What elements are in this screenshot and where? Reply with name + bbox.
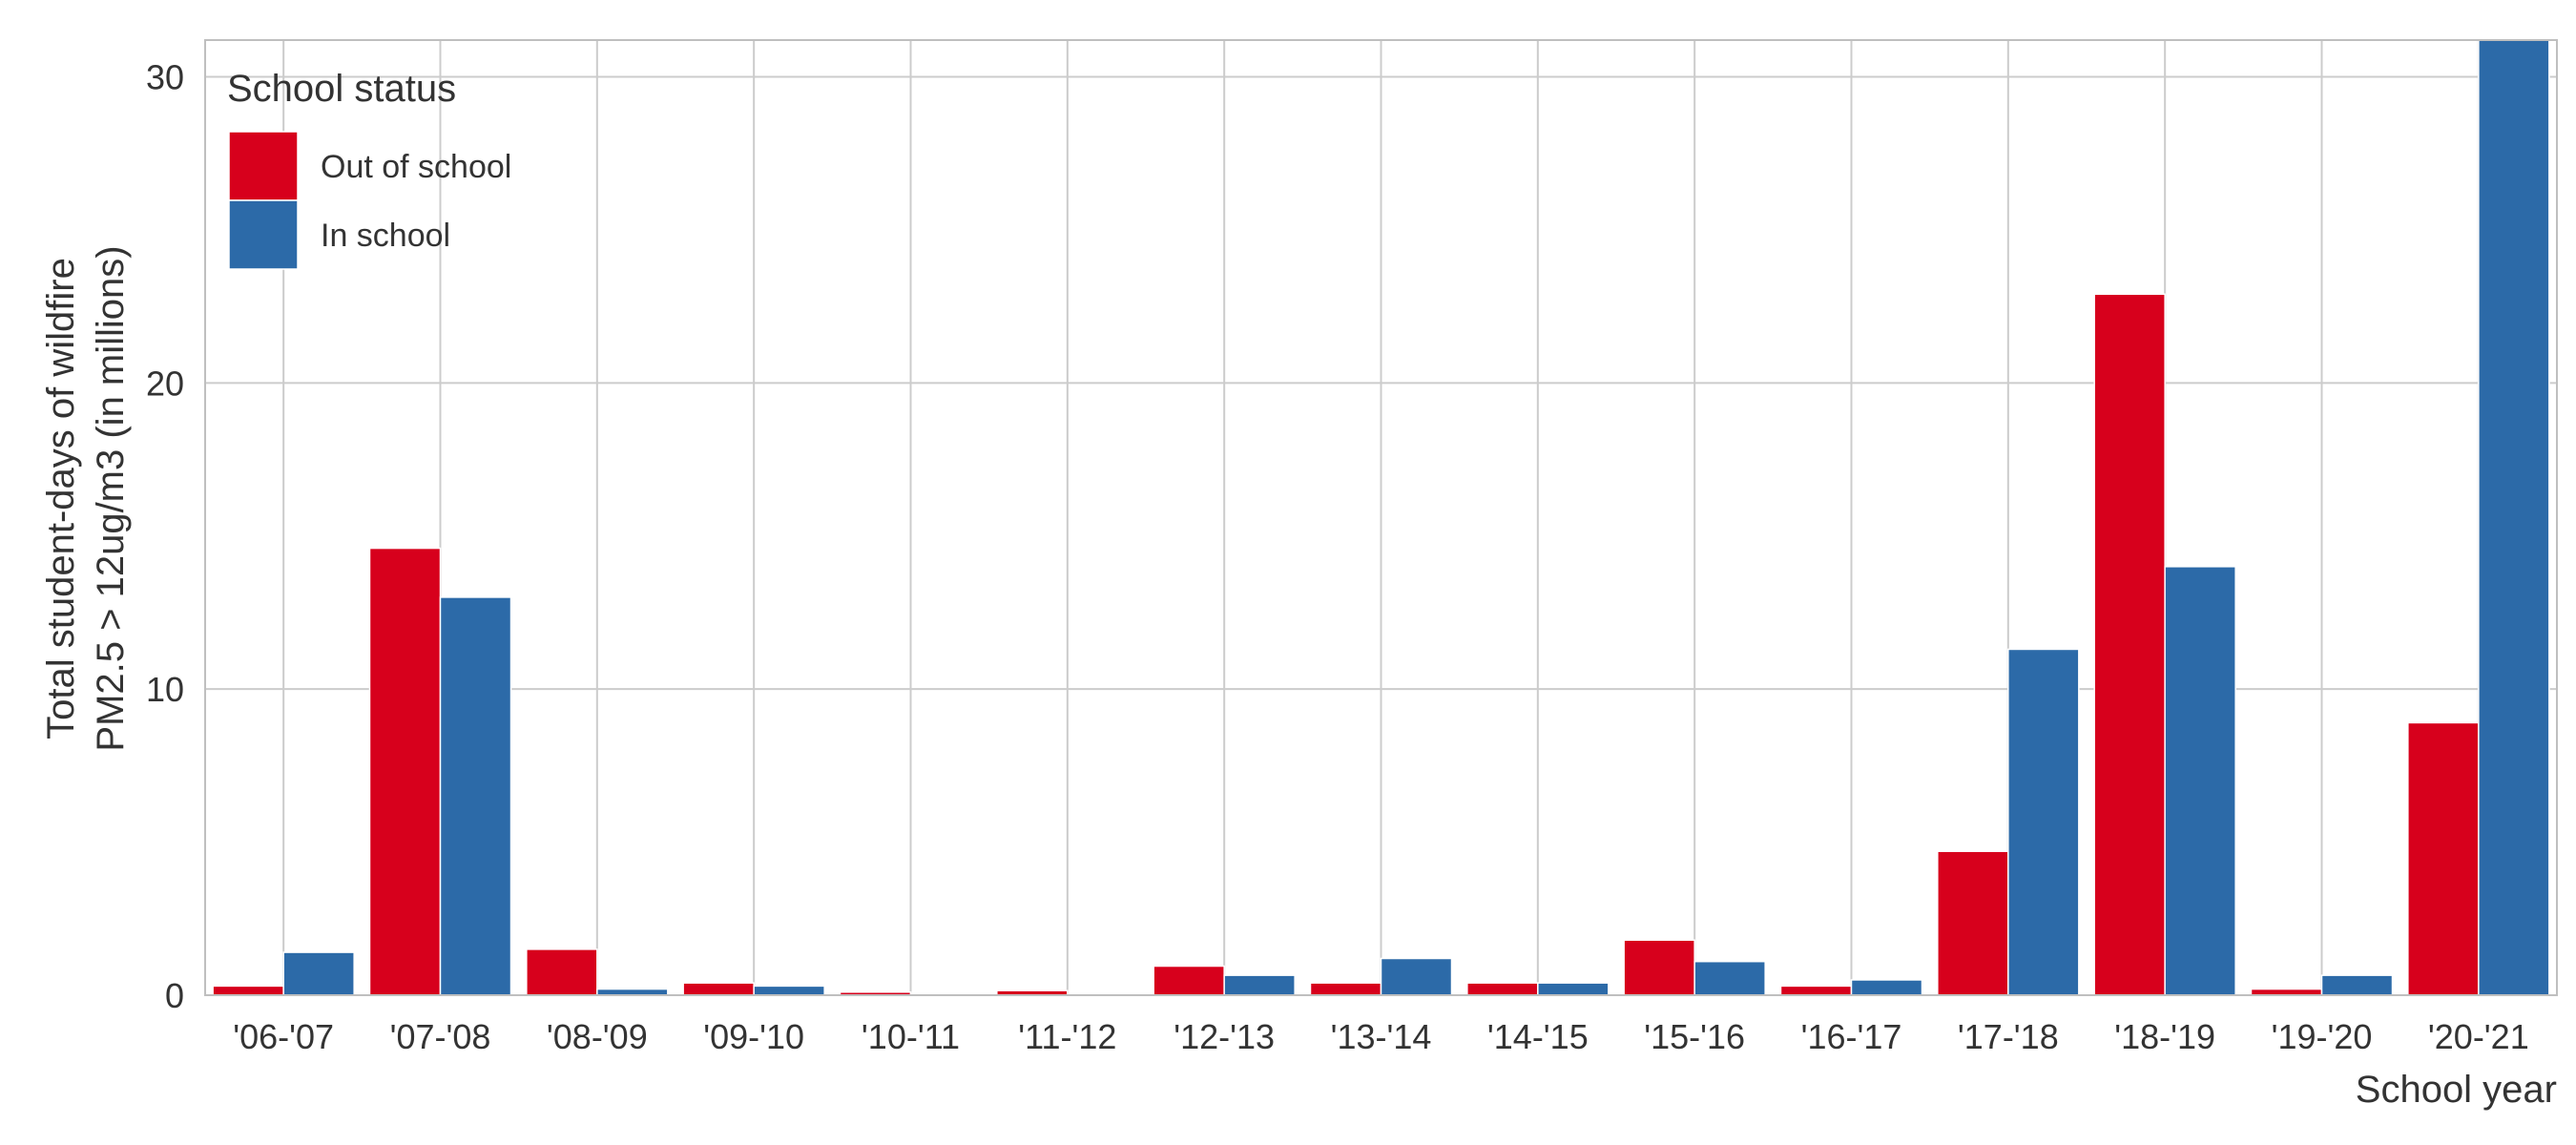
bar-out-of-school xyxy=(2093,293,2166,996)
x-tick-label: '11-'12 xyxy=(1018,1017,1116,1056)
bar-in-school xyxy=(439,596,512,996)
legend: School status Out of school In school xyxy=(227,68,511,270)
bar-out-of-school xyxy=(1309,982,1382,996)
x-tick-label: '13-'14 xyxy=(1331,1017,1432,1056)
bar-in-school xyxy=(2478,39,2550,996)
bar-out-of-school xyxy=(212,985,284,996)
bar-out-of-school xyxy=(682,982,755,996)
bar-in-school xyxy=(2164,566,2236,996)
x-tick-label: '16-'17 xyxy=(1801,1017,1902,1056)
x-tick-label: '18-'19 xyxy=(2114,1017,2215,1056)
bar-out-of-school xyxy=(1937,850,2009,996)
bar-in-school xyxy=(1380,957,1453,996)
x-tick-label: '07-'08 xyxy=(390,1017,491,1056)
bar-in-school xyxy=(1850,979,1923,996)
x-tick-label: '17-'18 xyxy=(1958,1017,2059,1056)
x-tick-label: '10-'11 xyxy=(862,1017,960,1056)
bar-out-of-school xyxy=(1779,985,1853,996)
x-tick-label: '15-'16 xyxy=(1644,1017,1745,1056)
x-tick-label: '12-'13 xyxy=(1174,1017,1275,1056)
legend-label-in-school: In school xyxy=(321,218,450,254)
x-tick-label: '14-'15 xyxy=(1487,1017,1589,1056)
bar-out-of-school xyxy=(1153,965,1225,996)
bar-in-school xyxy=(2320,974,2394,996)
bars xyxy=(212,39,2550,996)
x-tick-labels: '06-'07 '07-'08 '08-'09 '09-'10 '10-'11 '11-'… xyxy=(233,1017,2528,1056)
y-tick-labels: 0 10 20 30 xyxy=(146,58,184,1016)
bar-in-school xyxy=(1223,974,1296,996)
y-tick-label: 0 xyxy=(165,976,184,1015)
gridlines xyxy=(205,40,2557,996)
x-tick-label: '08-'09 xyxy=(547,1017,648,1056)
y-axis-title-line2: PM2.5 > 12ug/m3 (in millions) xyxy=(90,245,132,751)
y-tick-label: 30 xyxy=(146,58,184,97)
x-tick-label: '19-'20 xyxy=(2272,1017,2373,1056)
bar-in-school xyxy=(282,951,355,996)
y-tick-label: 20 xyxy=(146,364,184,403)
bar-in-school xyxy=(1693,960,1766,996)
bar-out-of-school xyxy=(1466,982,1539,996)
y-tick-label: 10 xyxy=(146,670,184,709)
bar-out-of-school xyxy=(2407,721,2480,996)
bar-in-school xyxy=(1537,982,1610,996)
legend-label-out-of-school: Out of school xyxy=(321,149,511,185)
bar-out-of-school xyxy=(1623,939,1695,996)
x-tick-label: '06-'07 xyxy=(233,1017,334,1056)
x-tick-label: '09-'10 xyxy=(703,1017,804,1056)
bar-out-of-school xyxy=(526,948,598,996)
legend-swatch-in-school xyxy=(228,199,299,270)
bar-out-of-school xyxy=(368,547,442,996)
legend-title: School status xyxy=(227,68,456,110)
x-axis-title: School year xyxy=(2356,1069,2557,1111)
bar-in-school xyxy=(753,985,825,996)
legend-swatch-out-of-school xyxy=(228,131,299,201)
plot-frame xyxy=(204,39,2558,996)
y-axis-title-line1: Total student-days of wildfire xyxy=(40,258,82,739)
x-tick-label: '20-'21 xyxy=(2428,1017,2529,1056)
bar-in-school xyxy=(2007,648,2080,996)
